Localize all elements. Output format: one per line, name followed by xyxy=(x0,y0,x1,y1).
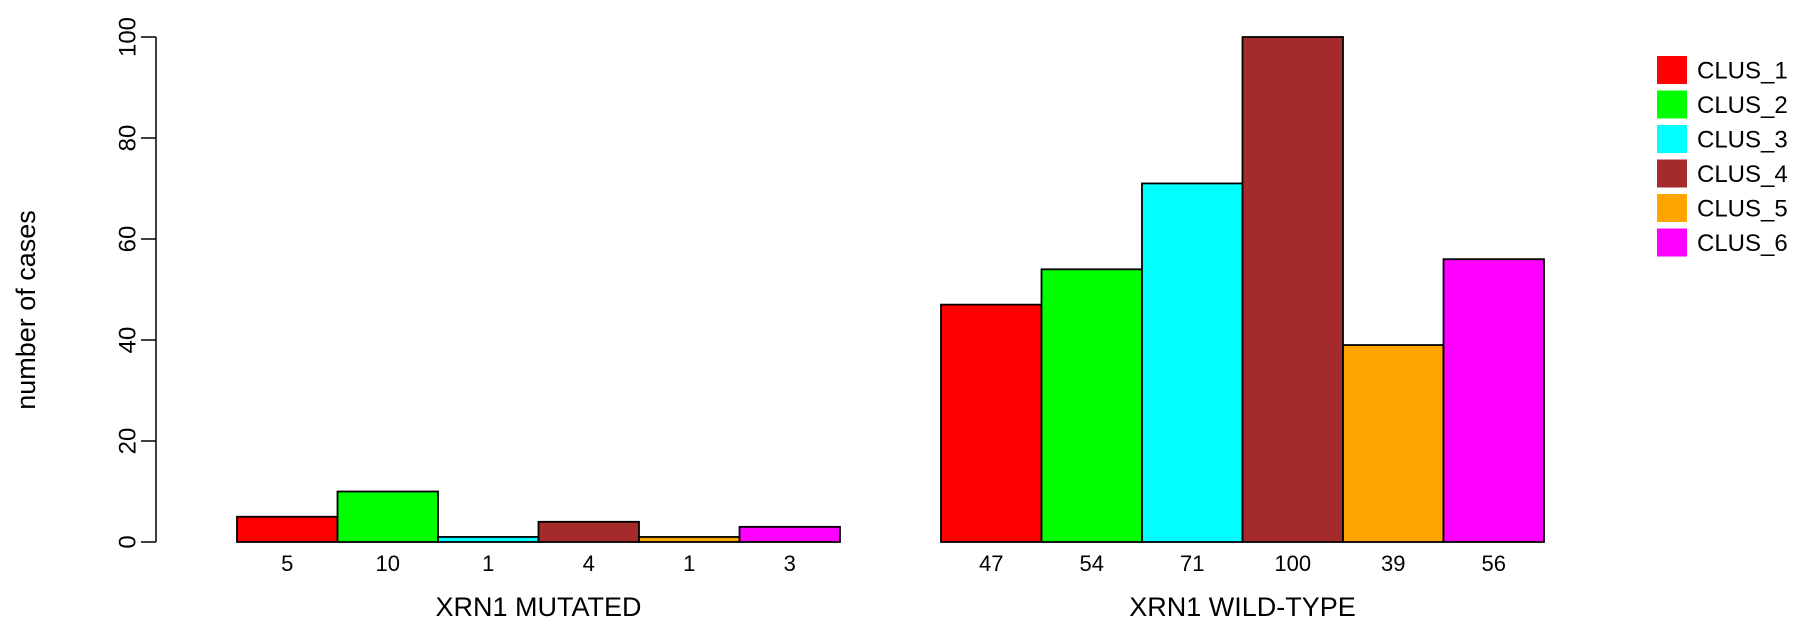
legend-swatch xyxy=(1657,90,1687,119)
bars xyxy=(236,36,1545,543)
legend-label: CLUS_5 xyxy=(1697,196,1788,223)
y-tick-label: 80 xyxy=(115,125,142,152)
y-tick-label: 20 xyxy=(115,428,142,455)
legend-swatch xyxy=(1657,159,1687,188)
bar-value-label: 71 xyxy=(1180,551,1204,576)
legend-label: CLUS_4 xyxy=(1697,161,1788,188)
group-label: XRN1 MUTATED xyxy=(435,592,641,622)
bar xyxy=(940,303,1043,543)
group-label: XRN1 WILD-TYPE xyxy=(1129,592,1356,622)
bar xyxy=(437,536,540,543)
y-axis-title: number of cases xyxy=(11,210,41,410)
y-tick-label: 0 xyxy=(115,535,142,548)
legend-label: CLUS_3 xyxy=(1697,127,1788,154)
y-tick-label: 100 xyxy=(115,17,142,57)
bar-value-label: 56 xyxy=(1482,551,1506,576)
legend-swatch xyxy=(1657,56,1687,84)
bar-value-label: 4 xyxy=(583,551,595,576)
bar-value-label: 5 xyxy=(281,551,293,576)
bar-value-label: 3 xyxy=(784,551,796,576)
bar-value-label: 1 xyxy=(683,551,695,576)
group-labels: XRN1 MUTATED XRN1 WILD-TYPE xyxy=(435,592,1355,622)
bar xyxy=(1040,268,1143,543)
y-tick-label: 60 xyxy=(115,226,142,253)
bar xyxy=(738,525,841,543)
bar xyxy=(638,536,741,543)
y-tick-label: 40 xyxy=(115,327,142,354)
bar xyxy=(1342,344,1445,543)
bar xyxy=(1241,36,1344,543)
legend-swatch xyxy=(1657,228,1687,257)
bar-value-label: 100 xyxy=(1274,551,1311,576)
legend: CLUS_1 CLUS_2 CLUS_3 CLUS_4 CLUS_5 CLUS_6 xyxy=(1657,56,1788,257)
legend-label: CLUS_6 xyxy=(1697,230,1788,257)
bar xyxy=(1442,258,1545,543)
bar xyxy=(336,490,439,543)
bar xyxy=(1141,182,1244,543)
y-axis: 0 20 40 60 80 100 xyxy=(115,17,157,549)
legend-swatch xyxy=(1657,194,1687,222)
bar-value-label: 10 xyxy=(376,551,400,576)
bar-value-label: 54 xyxy=(1080,551,1104,576)
legend-label: CLUS_1 xyxy=(1697,58,1788,85)
bar-value-label: 1 xyxy=(482,551,494,576)
legend-label: CLUS_2 xyxy=(1697,92,1788,119)
bar xyxy=(537,520,640,543)
legend-swatch xyxy=(1657,125,1687,153)
bar-value-label: 39 xyxy=(1381,551,1405,576)
bar xyxy=(236,515,339,543)
bar-value-label: 47 xyxy=(979,551,1003,576)
value-labels: 5 10 1 4 1 3 47 54 71 100 39 56 xyxy=(281,551,1506,576)
